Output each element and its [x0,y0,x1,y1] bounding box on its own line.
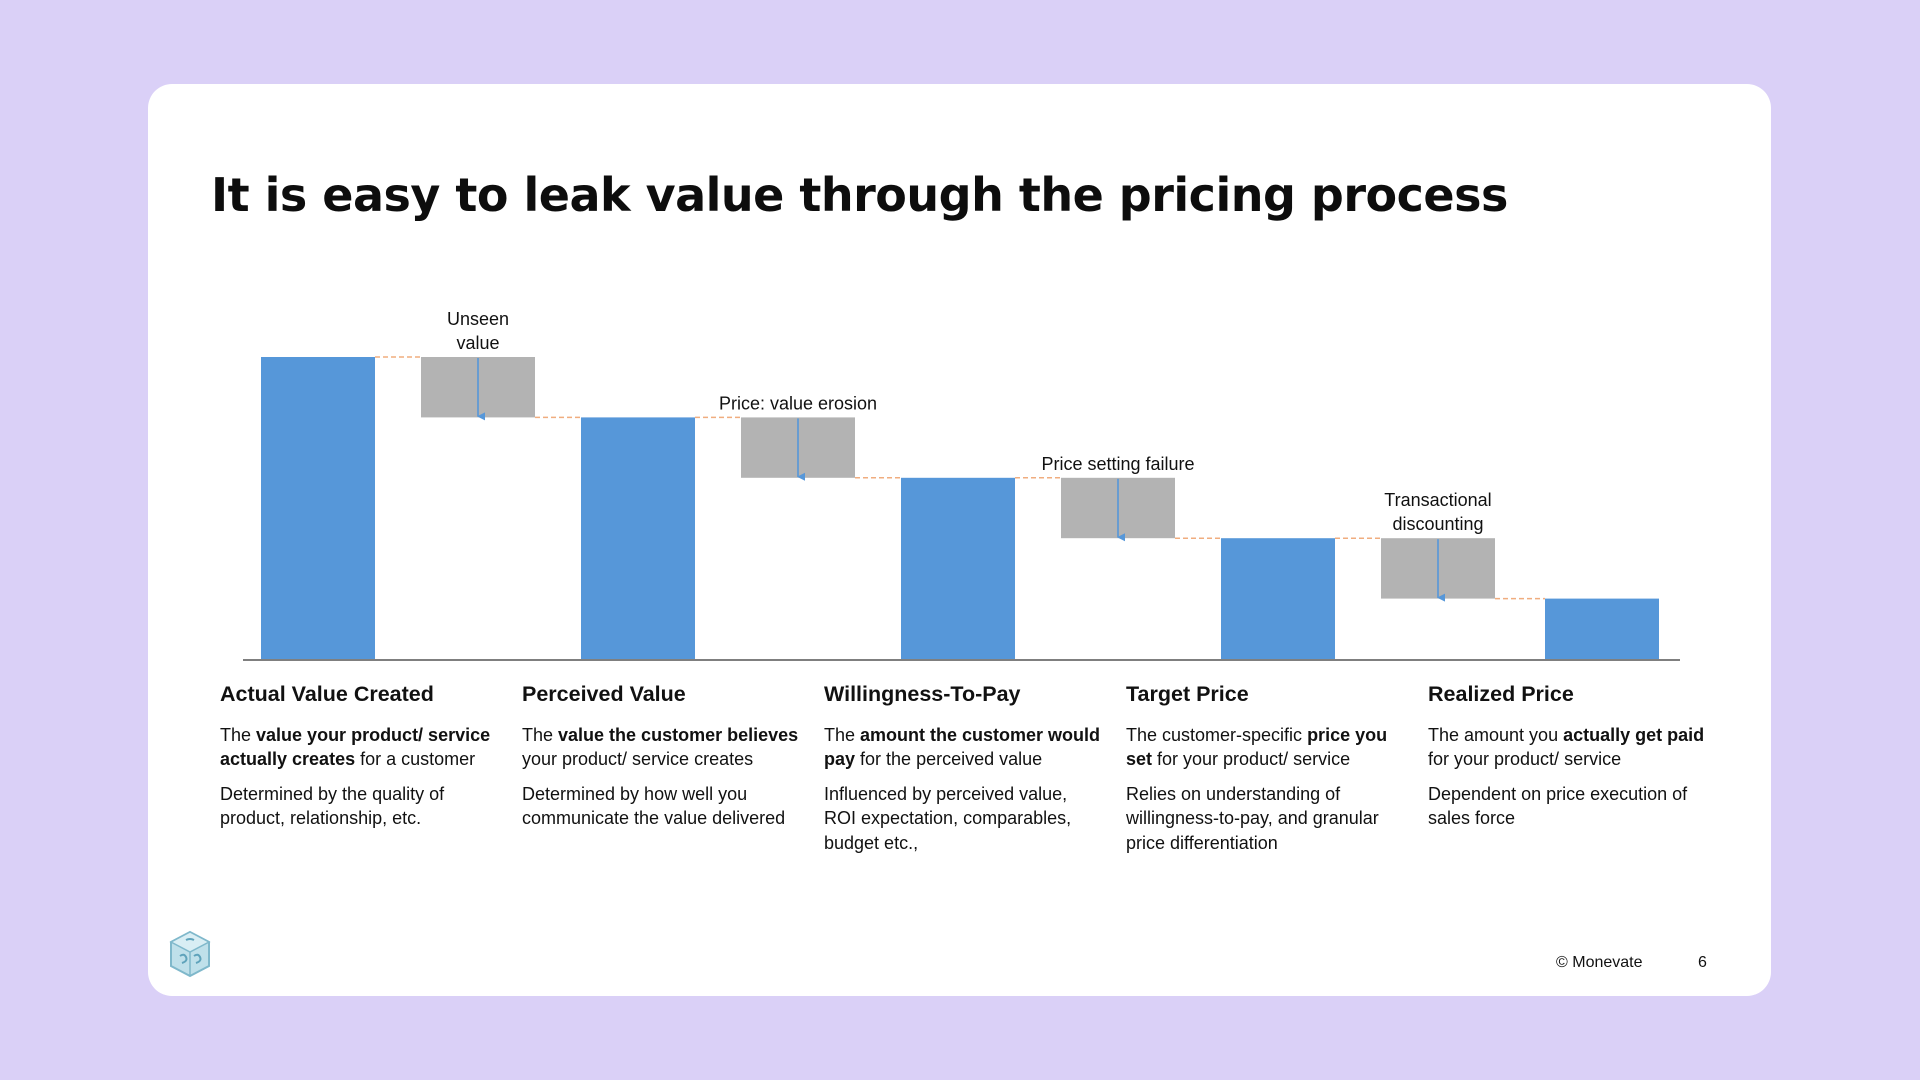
column-1: Actual Value Created The value your produ… [220,682,500,841]
column-definition: The value the customer believes your pro… [522,723,802,772]
text-run: The customer-specific [1126,724,1308,745]
bar-5 [1545,598,1659,659]
slide-card: It is easy to leak value through the pri… [148,84,1771,996]
column-3: Willingness-To-Pay The amount the custome… [824,682,1104,865]
column-2: Perceived Value The value the customer be… [522,682,802,841]
text-run: for your product/ service [1428,749,1622,769]
bar-4 [1221,538,1335,659]
text-run: Determined by the quality of product, re… [220,783,445,829]
leak-label-1: Unseen [447,309,509,329]
column-driver: Determined by the quality of product, re… [220,782,500,831]
text-run: for the perceived value [855,749,1043,769]
column-driver: Dependent on price execution of sales fo… [1428,782,1708,831]
column-heading: Target Price [1126,682,1249,706]
page-number: 6 [1698,954,1707,971]
text-run: The [824,724,861,745]
text-run: Relies on understanding of willingness-t… [1126,783,1379,853]
column-definition: The value your product/ service actually… [220,723,500,772]
text-run: value the customer believes [558,724,799,745]
text-run: The amount you [1428,724,1564,745]
column-definition: The customer-specific price you set for … [1126,723,1406,772]
column-4: Target Price The customer-specific price … [1126,682,1406,865]
text-run: The [220,724,257,745]
column-heading: Willingness-To-Pay [824,682,1021,706]
leak-label-4: Transactional [1384,490,1491,510]
copyright-text: © Monevate [1556,954,1643,971]
column-5: Realized Price The amount you actually ge… [1428,682,1708,841]
column-driver: Influenced by perceived value, ROI expec… [824,782,1104,856]
leak-label-3: Price setting failure [1041,454,1194,474]
text-run: value your product/ service actually cre… [220,724,491,770]
text-run: The [522,724,559,745]
column-definition: The amount you actually get paid for you… [1428,723,1708,772]
leak-label-4: discounting [1392,514,1483,534]
text-run: amount the customer would pay [824,724,1101,770]
cube-logo-icon [169,930,211,978]
column-heading: Realized Price [1428,682,1574,706]
text-run: Dependent on price execution of sales fo… [1428,783,1688,829]
waterfall-chart: Unseen value Price: value erosion Price set… [243,309,1680,661]
column-definition: The amount the customer would pay for th… [824,723,1104,772]
slide-title: It is easy to leak value through the pri… [211,168,1508,222]
bar-3 [901,477,1015,659]
text-run: Determined by how well you communicate t… [522,783,786,829]
text-run: Influenced by perceived value, ROI expec… [824,783,1072,853]
text-run: for a customer [355,749,476,769]
column-driver: Relies on understanding of willingness-t… [1126,782,1406,856]
leak-label-1: value [456,333,499,353]
bar-1 [261,357,375,659]
text-run: your product/ service creates [522,749,754,769]
bar-2 [581,417,695,659]
text-run: actually get paid [1563,724,1705,745]
column-heading: Perceived Value [522,682,686,706]
text-run: price you set [1126,724,1388,770]
column-driver: Determined by how well you communicate t… [522,782,802,831]
leak-label-2: Price: value erosion [719,393,877,413]
text-run: for your product/ service [1152,749,1351,769]
column-heading: Actual Value Created [220,682,434,706]
